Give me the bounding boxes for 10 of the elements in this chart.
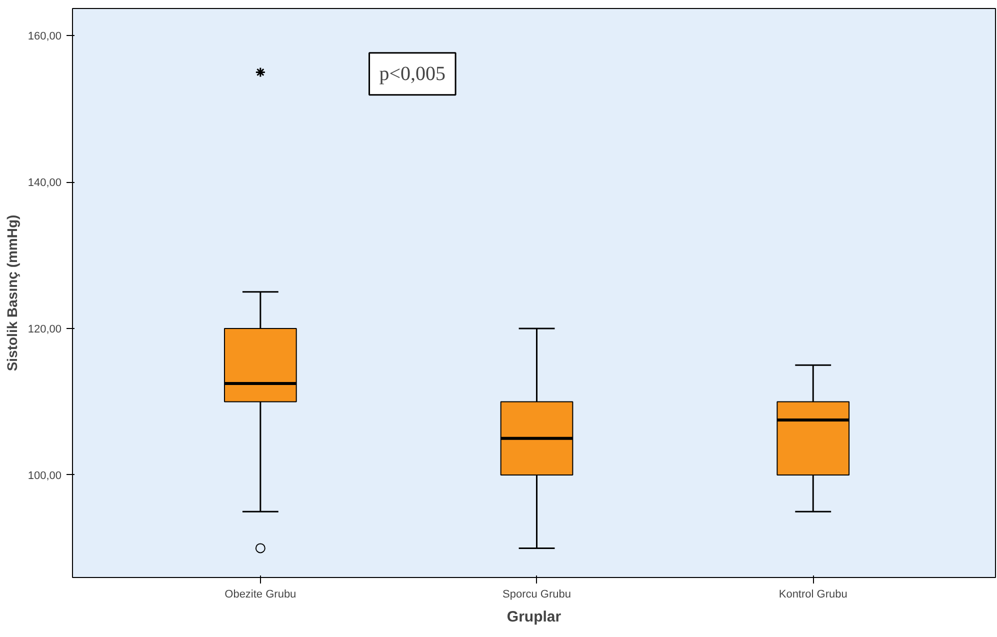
y-tick-label: 120,00 [28,324,62,336]
x-tick-label: Sporcu Grubu [502,588,572,600]
y-tick-label: 100,00 [28,470,62,482]
y-tick-label: 140,00 [28,177,62,190]
x-tick-label: Obezite Grubu [224,588,296,600]
x-axis-title: Gruplar [506,608,562,626]
x-tick-label: Kontrol Grubu [778,588,848,600]
annotation: p<0,005 [379,62,446,85]
y-tick-label: 160,00 [28,30,62,43]
y-axis-title: Sistolik Basınç (mmHg) [4,214,20,372]
